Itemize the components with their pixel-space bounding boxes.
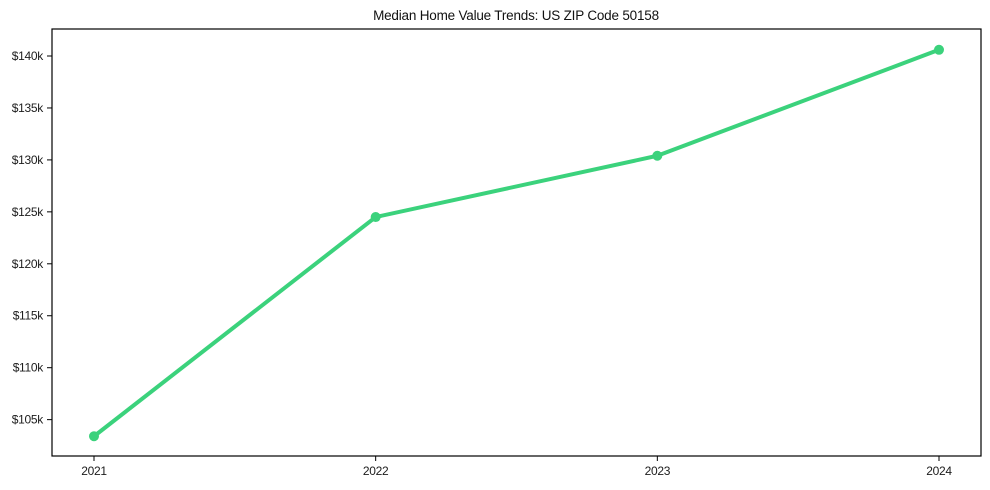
y-axis-tick-label: $120k	[12, 257, 44, 271]
plot-border	[51, 28, 982, 457]
data-point-2021	[89, 431, 99, 442]
y-axis-tick-label: $140k	[12, 49, 44, 63]
data-point-2024	[934, 44, 944, 55]
y-axis-tick-label: $130k	[12, 153, 44, 167]
x-axis-tick-label: 2021	[81, 464, 107, 478]
data-point-2022	[370, 212, 381, 223]
y-axis-tick-label: $115k	[13, 309, 45, 323]
y-axis-tick-label: $110k	[13, 361, 45, 375]
chart-title: Median Home Value Trends: US ZIP Code 50…	[373, 8, 659, 23]
y-axis-tick-label: $125k	[12, 205, 44, 219]
y-axis-tick-label: $105k	[12, 413, 44, 427]
data-point-2023	[652, 150, 663, 161]
x-axis-tick-label: 2023	[645, 464, 671, 478]
y-axis-tick-label: $135k	[12, 101, 44, 115]
x-axis-tick-label: 2024	[926, 464, 952, 478]
series-line	[92, 47, 941, 439]
x-axis-tick-label: 2022	[363, 464, 389, 478]
plot-area: $105k $110k $115k $120k $125k $130k $135k $140k…	[12, 28, 982, 478]
